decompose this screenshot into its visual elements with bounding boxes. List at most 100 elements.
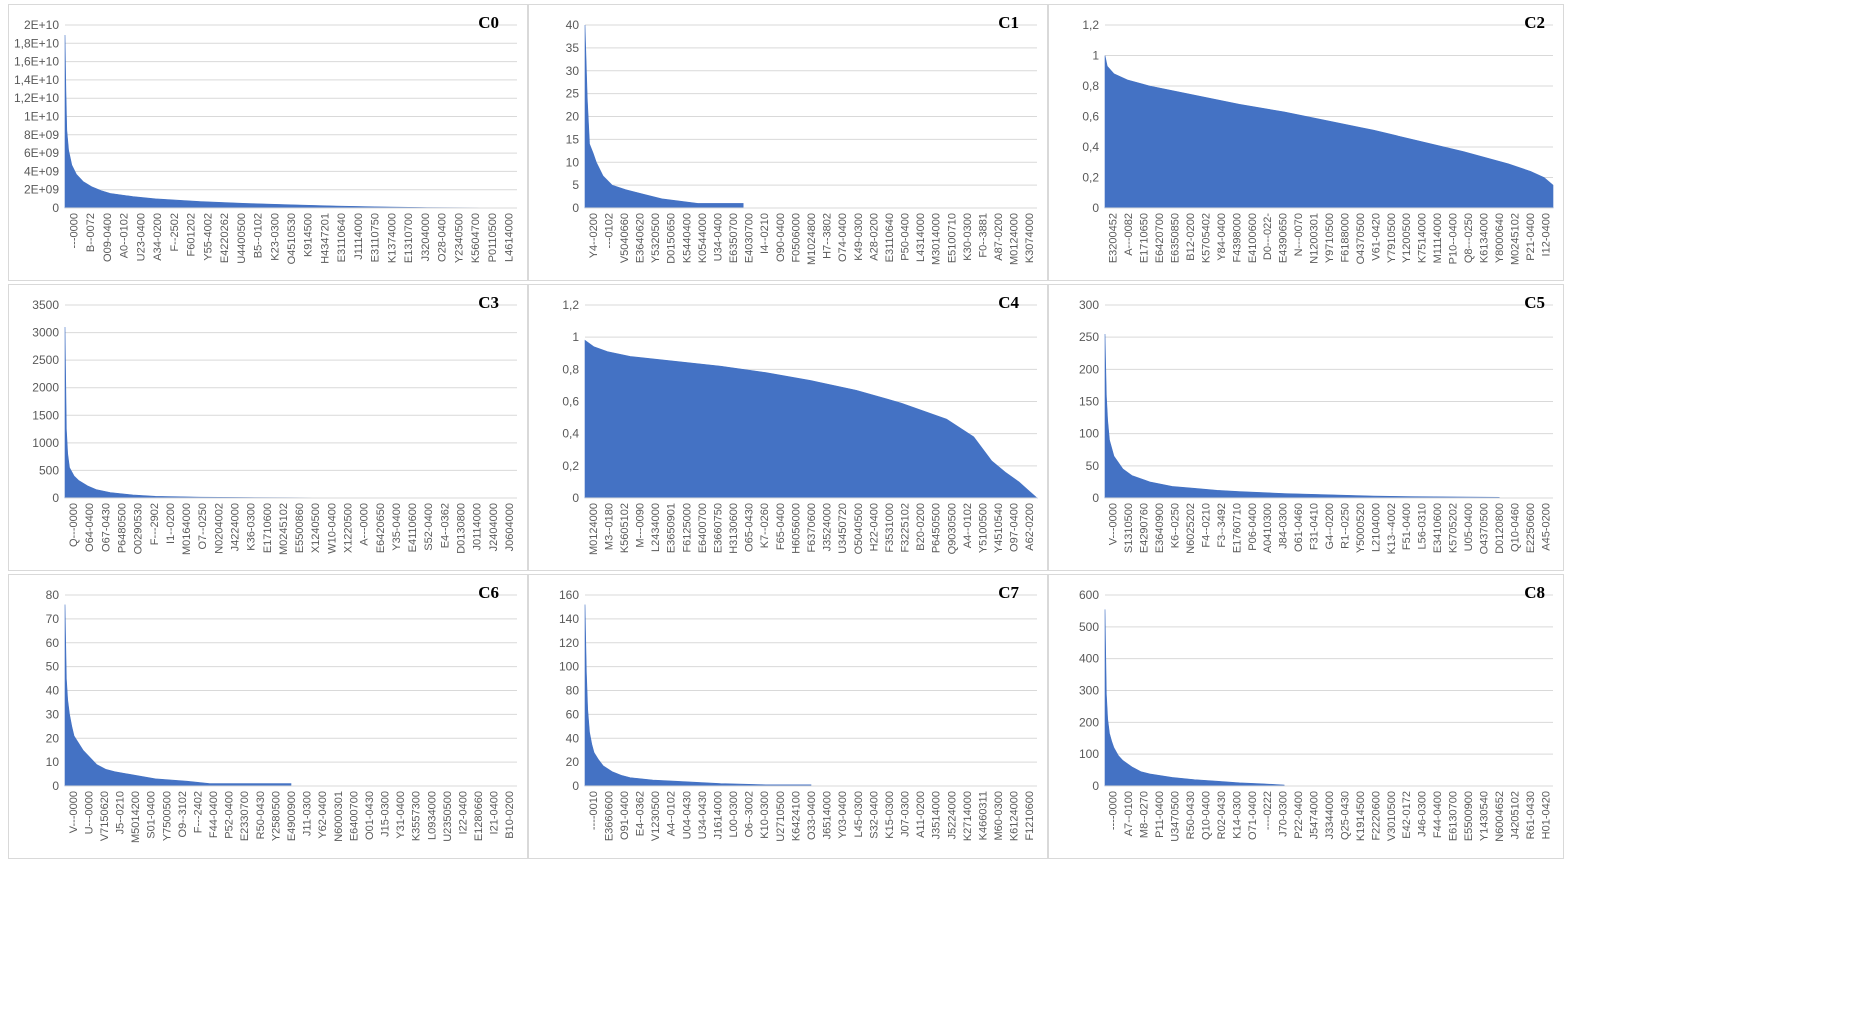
x-tick-label: E3660750 xyxy=(712,503,724,553)
x-tick-label: E6400700 xyxy=(348,791,360,841)
x-tick-label: J1114000 xyxy=(353,213,365,260)
x-tick-label: M3014000 xyxy=(931,213,943,265)
x-tick-label: O91-0400 xyxy=(619,791,631,840)
x-tick-label: Y55-4002 xyxy=(202,213,214,261)
x-tick-label: E4100600 xyxy=(1247,213,1259,263)
y-tick-label: 15 xyxy=(566,132,580,146)
x-tick-label: K6124000 xyxy=(1009,791,1021,841)
y-tick-label: 50 xyxy=(46,660,60,674)
chart-panel-c3: 0 500 1000 1500 2000 2500 3000 3500 Q---0000 O64-… xyxy=(8,284,528,571)
x-tick-label: ---0000 xyxy=(68,213,80,248)
x-tick-label: P6480500 xyxy=(117,503,129,553)
x-tick-label: K1914500 xyxy=(1355,791,1367,841)
chart-panel-c8: 0 100 200 300 400 500 600 ----0000 A7--0100 M8--0… xyxy=(1048,574,1564,859)
x-tick-label: E6130700 xyxy=(1448,791,1460,841)
panel-label: C2 xyxy=(1524,13,1545,32)
x-tick-label: J3524000 xyxy=(822,503,834,551)
x-tick-label: J5--0210 xyxy=(115,791,127,834)
x-tick-label: Q---0000 xyxy=(68,503,80,547)
x-tick-label: U2350500 xyxy=(442,791,454,842)
y-tick-label: 20 xyxy=(566,110,580,124)
x-tick-label: A---0082 xyxy=(1123,213,1135,256)
x-tick-label: E6420700 xyxy=(1154,213,1166,263)
y-tick-label: 0,8 xyxy=(1082,79,1099,93)
x-tick-label: F--2502 xyxy=(169,213,181,252)
chart-svg: 0 0,2 0,4 0,6 0,8 1 1,2 E3200452 A---0082 E171065… xyxy=(1082,18,1554,265)
x-tick-label: V---0000 xyxy=(1108,503,1120,545)
x-tick-label: E3410600 xyxy=(1432,503,1444,553)
x-tick-label: J4224000 xyxy=(230,503,242,551)
x-tick-label: Q10-0400 xyxy=(1200,791,1212,840)
x-tick-label: Y7910500 xyxy=(1386,213,1398,263)
y-tick-label: 1 xyxy=(572,330,579,344)
x-tick-label: Y7500500 xyxy=(161,791,173,841)
chart-svg: 0 100 200 300 400 500 600 ----0000 A7--0100 M8--0… xyxy=(1079,588,1553,842)
chart-panel-c4: 0 0,2 0,4 0,6 0,8 1 1,2 M0124000 M3--0180 K560510… xyxy=(528,284,1048,571)
y-tick-label: 5 xyxy=(572,178,579,192)
y-tick-label: 0,4 xyxy=(562,427,579,441)
x-tick-label: F65-0400 xyxy=(775,503,787,550)
x-tick-label: K5605102 xyxy=(619,503,631,553)
x-tick-label: A---0000 xyxy=(359,503,371,546)
x-tick-label: Q10-0460 xyxy=(1509,503,1521,552)
x-tick-label: J70-0300 xyxy=(1278,791,1290,837)
x-tick-label: E6350850 xyxy=(1170,213,1182,263)
distribution-area xyxy=(584,24,744,209)
distribution-area xyxy=(64,604,292,787)
x-tick-label: Y84-0400 xyxy=(1216,213,1228,261)
x-tick-label: N6000301 xyxy=(333,791,345,842)
panel-label: C6 xyxy=(478,583,499,602)
x-tick-label: V61-0420 xyxy=(1370,213,1382,261)
x-tick-label: E4110600 xyxy=(407,503,419,552)
x-tick-label: J11-0300 xyxy=(302,791,314,836)
x-tick-label: Y62-0400 xyxy=(317,791,329,839)
x-tick-label: J07-0300 xyxy=(900,791,912,837)
x-tick-label: E3650901 xyxy=(666,503,678,553)
x-tick-label: J5474000 xyxy=(1309,791,1321,839)
x-tick-label: H22-0400 xyxy=(868,503,880,551)
x-tick-label: Q25-0430 xyxy=(1339,791,1351,840)
x-tick-label: E3110640 xyxy=(884,213,896,262)
x-tick-label: E42-0172 xyxy=(1401,791,1413,839)
x-tick-label: E4--0362 xyxy=(439,503,451,548)
x-tick-label: Y5000520 xyxy=(1355,503,1367,553)
x-tick-label: V7150620 xyxy=(99,791,111,841)
x-tick-label: A7--0100 xyxy=(1123,791,1135,836)
x-tick-label: O28-0400 xyxy=(437,213,449,262)
x-tick-label: O67-0430 xyxy=(100,503,112,552)
x-tick-label: O74-0400 xyxy=(837,213,849,262)
x-tick-label: K3074000 xyxy=(1024,213,1036,263)
x-tick-label: S52-0400 xyxy=(423,503,435,551)
x-tick-label: F0--3881 xyxy=(977,213,989,258)
panel-label: C5 xyxy=(1524,293,1545,312)
x-tick-label: O61-0460 xyxy=(1293,503,1305,552)
x-tick-label: ---0102 xyxy=(603,213,615,248)
x-tick-label: K5604700 xyxy=(470,213,482,263)
x-tick-label: M5014200 xyxy=(130,791,142,843)
x-tick-label: O7--0250 xyxy=(197,503,209,549)
x-tick-label: V---0000 xyxy=(68,791,80,833)
x-tick-label: O01-0430 xyxy=(364,791,376,840)
y-tick-label: 0,2 xyxy=(1082,171,1099,185)
distribution-area xyxy=(64,327,337,499)
chart-svg: 0 5 10 15 20 25 30 35 40 Y4--0200 ---0102 V5040660 E… xyxy=(566,18,1037,265)
x-tick-label: H01-0420 xyxy=(1540,791,1552,839)
y-tick-label: 1500 xyxy=(32,408,59,422)
chart-svg: 0 10 20 30 40 50 60 70 80 V---0000 U---0000 V715062… xyxy=(46,588,517,843)
x-tick-label: A34-0200 xyxy=(152,213,164,261)
y-tick-label: 0 xyxy=(1092,201,1099,215)
x-tick-label: H4347201 xyxy=(319,213,331,264)
y-tick-label: 100 xyxy=(1079,747,1099,761)
x-tick-label: I4--0210 xyxy=(759,213,771,254)
x-tick-label: K6134000 xyxy=(1478,213,1490,263)
x-tick-label: E5500900 xyxy=(1463,791,1475,841)
y-tick-label: 30 xyxy=(566,64,580,78)
x-tick-label: Y4--0200 xyxy=(588,213,600,258)
x-tick-label: L45-0300 xyxy=(853,791,865,838)
x-tick-label: M0124000 xyxy=(588,503,600,555)
x-tick-label: F0506000 xyxy=(790,213,802,263)
x-tick-label: J1614000 xyxy=(712,791,724,839)
x-tick-label: F---2902 xyxy=(149,503,161,545)
x-tick-label: P11-0400 xyxy=(1154,791,1166,838)
chart-panel-c2: 0 0,2 0,4 0,6 0,8 1 1,2 E3200452 A---0082 E171065… xyxy=(1048,4,1564,281)
